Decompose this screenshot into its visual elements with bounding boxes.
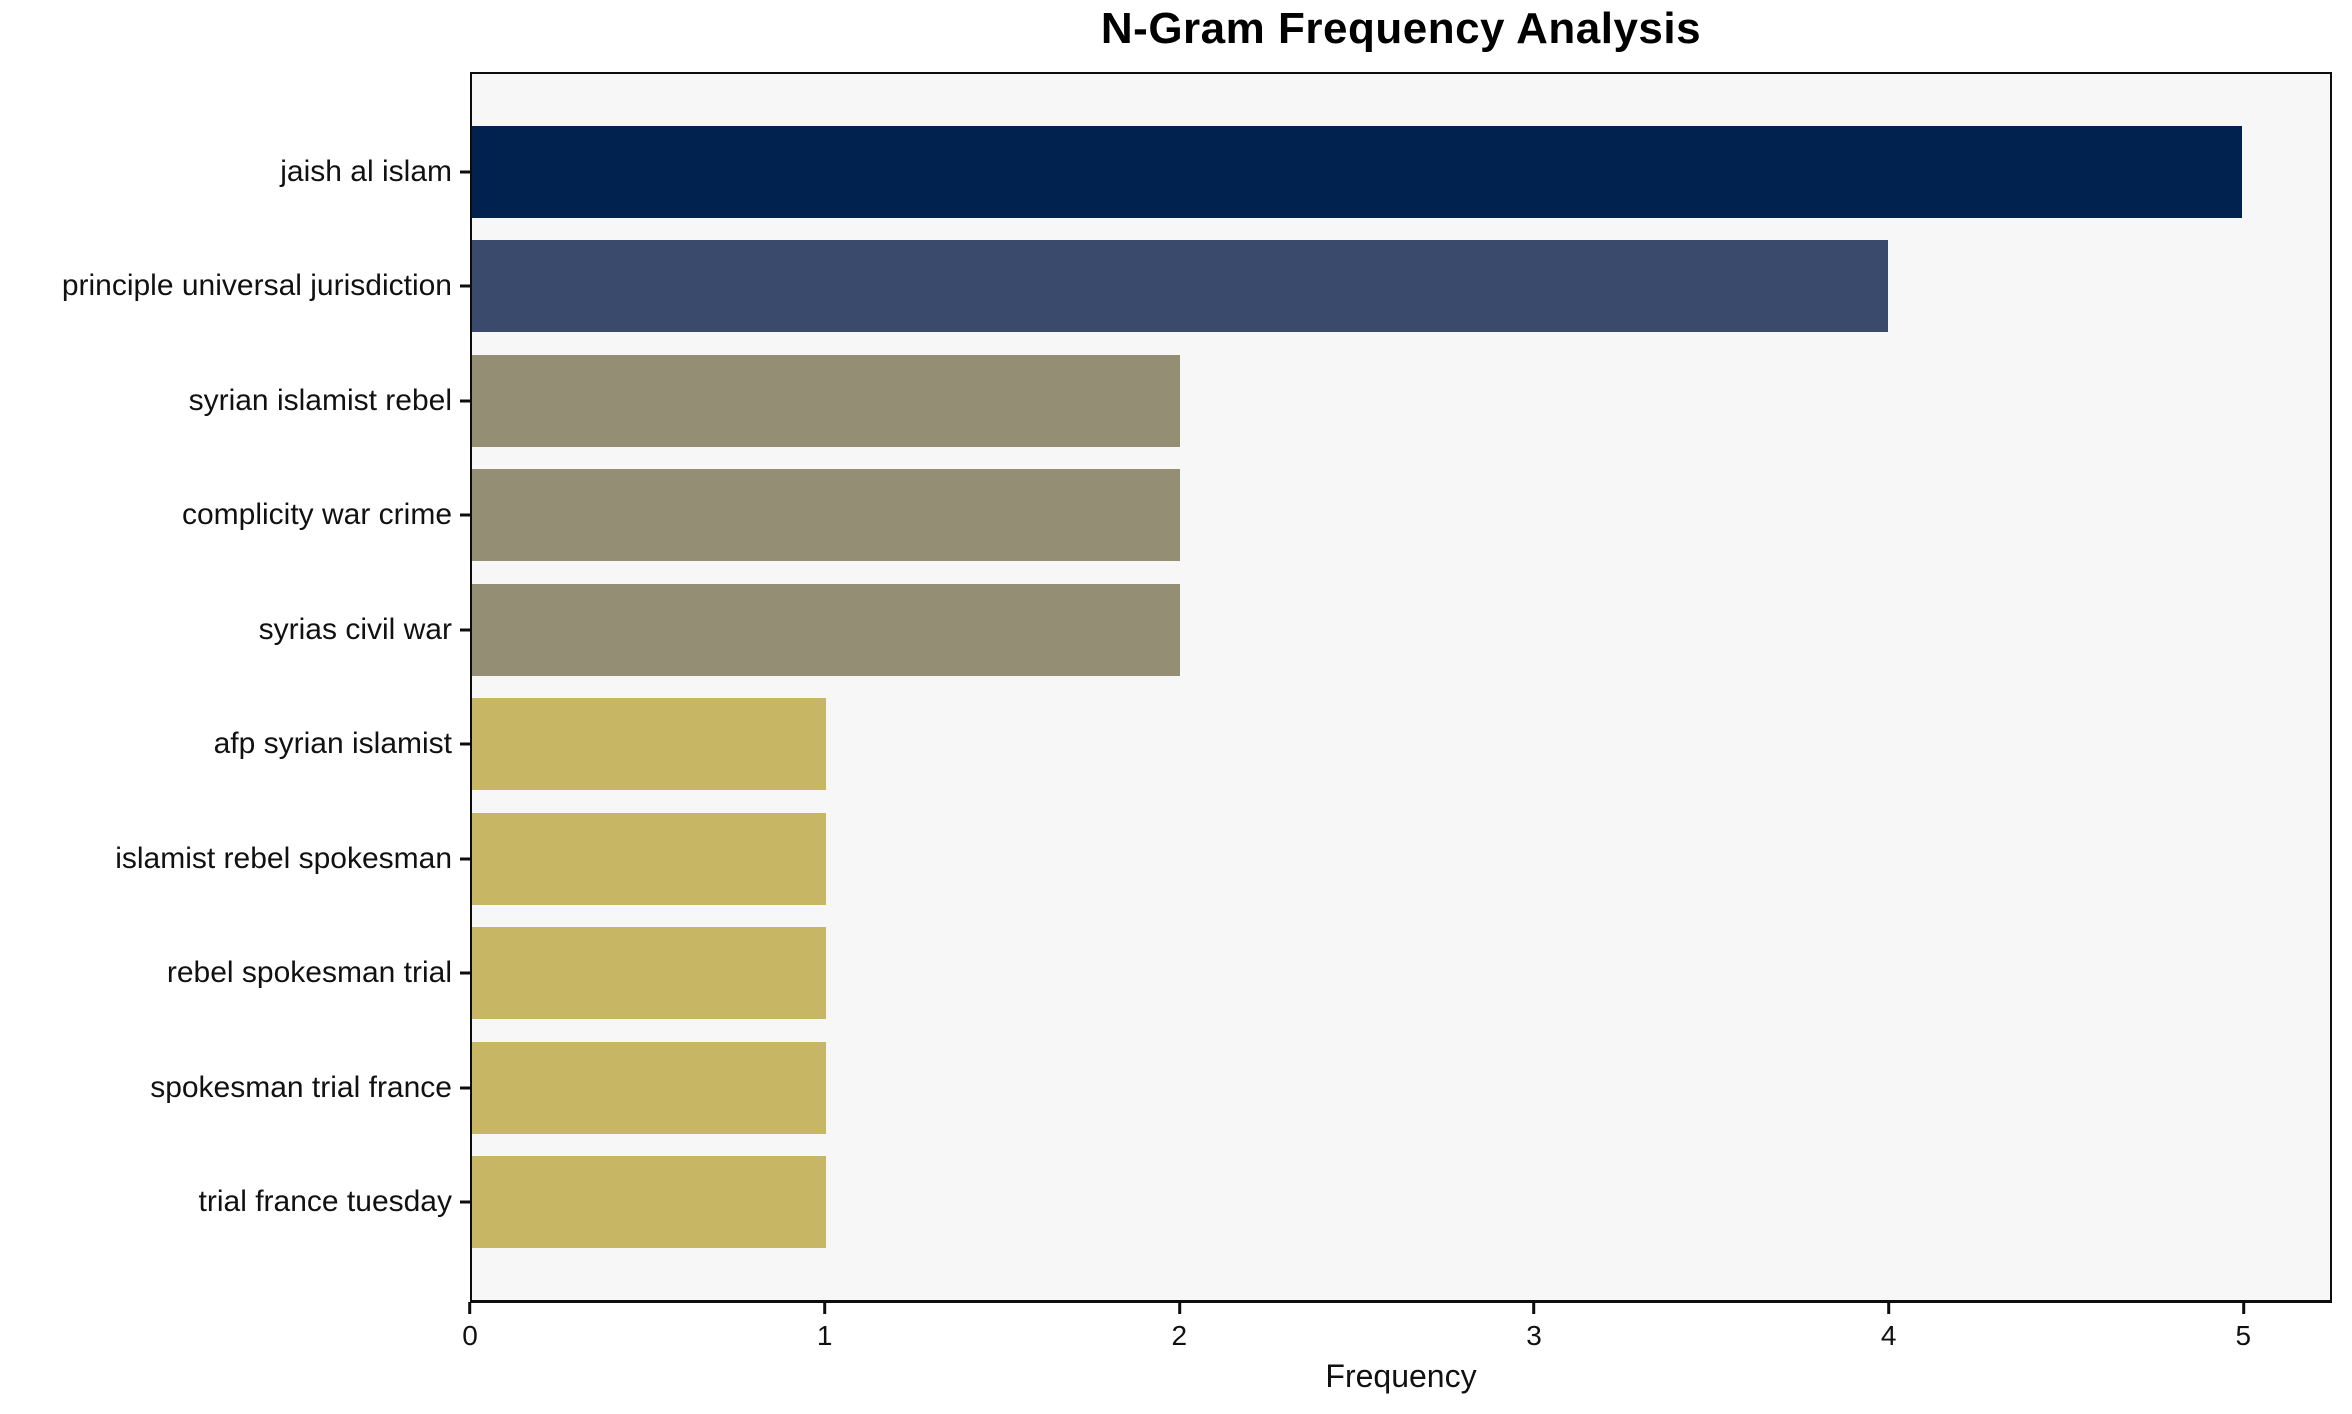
x-tick: 1: [816, 1302, 833, 1352]
y-tick-mark: [460, 628, 470, 632]
bar: [472, 698, 826, 791]
bar: [472, 1155, 826, 1248]
x-axis: 0 1 2 3 4 5: [462, 1302, 2332, 1362]
x-tick-mark: [468, 1302, 472, 1314]
bar-row: principle universal jurisdiction: [62, 240, 2330, 333]
bar: [472, 1041, 826, 1134]
category-label: islamist rebel spokesman: [115, 841, 452, 875]
plot-area: jaish al islam principle universal jurisd…: [62, 72, 2332, 1303]
bar-row: rebel spokesman trial: [167, 927, 2330, 1020]
y-tick-mark: [460, 513, 470, 517]
x-tick: 2: [1171, 1302, 1188, 1352]
x-tick: 4: [1880, 1302, 1897, 1352]
x-tick: 5: [2235, 1302, 2252, 1352]
y-tick-mark: [460, 742, 470, 746]
category-label: rebel spokesman trial: [166, 956, 452, 990]
y-tick-mark: [460, 284, 470, 288]
category-label: principle universal jurisdiction: [61, 269, 452, 303]
y-tick-mark: [460, 1200, 470, 1204]
bar: [472, 927, 826, 1020]
category-label: complicity war crime: [181, 498, 452, 532]
bar-row: spokesman trial france: [150, 1041, 2330, 1134]
bar-row: syrian islamist rebel: [189, 354, 2330, 447]
bar: [472, 469, 1180, 562]
bar: [472, 240, 1888, 333]
chart-title: N-Gram Frequency Analysis: [1100, 4, 1702, 53]
bar-row: afp syrian islamist: [214, 698, 2330, 791]
x-tick-mark: [1532, 1302, 1536, 1314]
category-label: syrias civil war: [258, 612, 452, 646]
bar: [472, 354, 1180, 447]
x-tick-label: 5: [2235, 1320, 2252, 1351]
x-axis-title: Frequency: [1325, 1358, 1477, 1394]
category-label: afp syrian islamist: [213, 727, 452, 761]
y-tick-mark: [460, 971, 470, 975]
category-label: syrian islamist rebel: [188, 383, 452, 417]
bar: [472, 126, 2242, 218]
x-tick-mark: [1887, 1302, 1891, 1314]
x-tick-label: 4: [1880, 1320, 1897, 1351]
x-tick-label: 1: [816, 1320, 833, 1351]
bar: [472, 583, 1180, 676]
bar-row: islamist rebel spokesman: [115, 812, 2330, 905]
bar: [472, 812, 826, 905]
x-tick: 3: [1526, 1302, 1542, 1352]
x-tick-label: 0: [462, 1320, 478, 1351]
category-label: spokesman trial france: [150, 1070, 452, 1104]
x-tick-mark: [2241, 1302, 2245, 1314]
category-label: jaish al islam: [280, 155, 452, 188]
y-tick-mark: [460, 170, 470, 174]
y-tick-mark: [460, 857, 470, 861]
bar-row: jaish al islam: [280, 126, 2330, 218]
x-tick-mark: [823, 1302, 827, 1314]
x-tick-label: 2: [1171, 1320, 1188, 1351]
bar-row: syrias civil war: [259, 583, 2330, 676]
bar-row: complicity war crime: [182, 469, 2330, 562]
x-tick-mark: [1177, 1302, 1181, 1314]
category-label: trial france tuesday: [198, 1184, 452, 1218]
y-tick-mark: [460, 399, 470, 403]
x-tick-label: 3: [1526, 1320, 1542, 1351]
y-tick-mark: [460, 1086, 470, 1089]
bar-row: trial france tuesday: [199, 1155, 2330, 1248]
bar-rows: jaish al islam principle universal jurisd…: [62, 74, 2330, 1300]
x-tick: 0: [462, 1302, 478, 1352]
